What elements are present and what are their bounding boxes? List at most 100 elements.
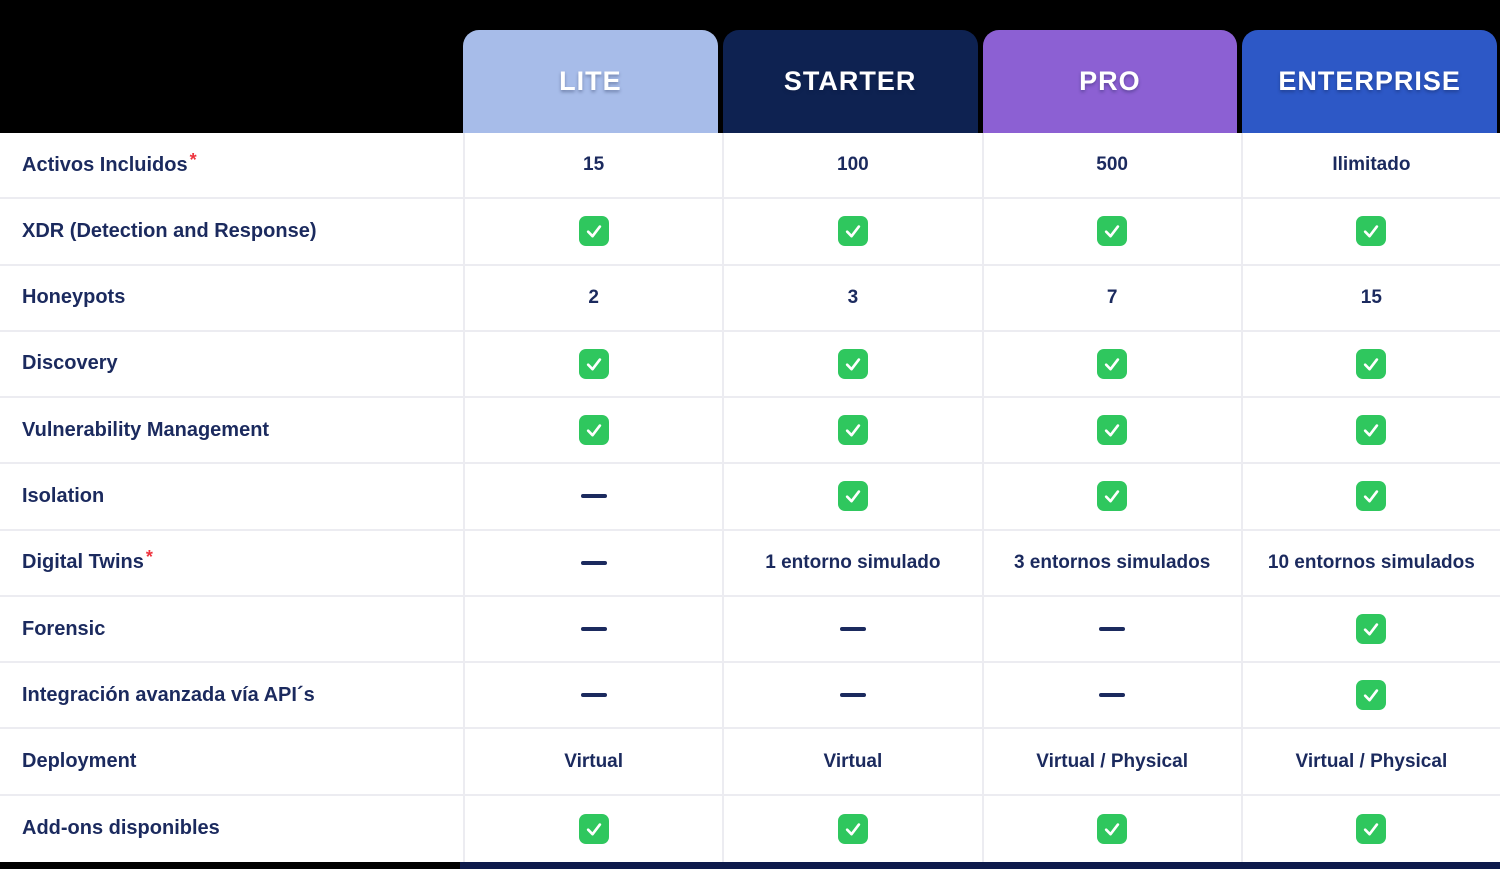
plan-value-cell: 500 bbox=[981, 133, 1241, 198]
check-icon bbox=[578, 348, 609, 379]
plan-value-cell bbox=[722, 331, 982, 397]
feature-label-cell: Activos Incluidos * bbox=[0, 133, 463, 198]
check-icon bbox=[1356, 415, 1387, 446]
check-icon bbox=[1356, 216, 1387, 247]
feature-label: Discovery bbox=[22, 352, 118, 375]
required-asterisk: * bbox=[189, 149, 197, 170]
plan-value-cell: 3 bbox=[722, 265, 982, 330]
check-icon bbox=[1356, 348, 1387, 379]
dash-icon bbox=[839, 627, 866, 632]
feature-table-body: Activos Incluidos * 15 100 500 Ilimitado XDR (… bbox=[0, 133, 1500, 862]
plan-value-cell bbox=[981, 398, 1241, 463]
check-icon bbox=[578, 216, 609, 247]
plan-value-text: Virtual bbox=[823, 750, 883, 772]
check-icon bbox=[1097, 348, 1128, 379]
plan-value-text: 500 bbox=[1096, 154, 1128, 176]
feature-label-cell: XDR (Detection and Response) bbox=[0, 199, 463, 264]
table-row: Digital Twins * 1 entorno simulado 3 entorn… bbox=[0, 530, 1500, 597]
table-row: Honeypots 2 3 7 15 bbox=[0, 265, 1500, 332]
table-row: Discovery bbox=[0, 331, 1500, 399]
feature-label-cell: Forensic bbox=[0, 596, 463, 662]
feature-label: Forensic bbox=[22, 617, 106, 640]
plan-value-cell: Virtual bbox=[722, 729, 982, 794]
feature-label: Isolation bbox=[22, 484, 105, 507]
plan-value-cell bbox=[981, 331, 1241, 397]
feature-label: Deployment bbox=[22, 750, 137, 773]
feature-label-cell: Deployment bbox=[0, 729, 463, 794]
plan-value-cell bbox=[722, 398, 982, 463]
table-row: Add-ons disponibles bbox=[0, 795, 1500, 862]
plan-value-cell bbox=[1240, 596, 1500, 662]
plan-value-cell bbox=[463, 331, 723, 397]
table-row: Vulnerability Management bbox=[0, 398, 1500, 465]
plan-value-cell bbox=[463, 199, 723, 264]
table-row: Isolation bbox=[0, 464, 1500, 531]
plan-header-enterprise: ENTERPRISE bbox=[1242, 30, 1497, 133]
plan-value-cell bbox=[463, 795, 723, 862]
check-icon bbox=[578, 813, 609, 844]
plan-value-cell: Virtual bbox=[463, 729, 723, 794]
plan-value-cell: 3 entornos simulados bbox=[981, 530, 1241, 595]
plan-header-label: ENTERPRISE bbox=[1278, 66, 1461, 96]
plan-value-cell: 100 bbox=[722, 133, 982, 198]
table-row: Forensic bbox=[0, 596, 1500, 664]
feature-label: XDR (Detection and Response) bbox=[22, 219, 317, 242]
plan-value-cell bbox=[722, 596, 982, 662]
plan-header-starter: STARTER bbox=[722, 30, 978, 133]
plan-header-lite: LITE bbox=[463, 30, 718, 133]
check-icon bbox=[837, 813, 868, 844]
check-icon bbox=[1356, 813, 1387, 844]
plan-value-text: Virtual bbox=[564, 750, 624, 772]
plan-value-cell bbox=[722, 464, 982, 529]
check-icon bbox=[578, 415, 609, 446]
plan-value-cell bbox=[463, 464, 723, 529]
table-row: Integración avanzada vía API´s bbox=[0, 663, 1500, 730]
plan-value-cell: 7 bbox=[981, 265, 1241, 330]
plan-value-text: Virtual / Physical bbox=[1295, 750, 1448, 772]
dash-icon bbox=[580, 560, 607, 565]
dash-icon bbox=[1099, 693, 1126, 698]
plan-value-text: 15 bbox=[583, 154, 605, 176]
check-icon bbox=[1356, 481, 1387, 512]
plan-header-row: LITE STARTER PRO ENTERPRISE bbox=[463, 30, 1497, 133]
plan-value-text: 3 entornos simulados bbox=[1013, 551, 1211, 573]
check-icon bbox=[837, 481, 868, 512]
plan-value-text: 1 entorno simulado bbox=[765, 551, 941, 573]
feature-label-cell: Discovery bbox=[0, 331, 463, 397]
plan-value-text: 100 bbox=[837, 154, 869, 176]
feature-label: Honeypots bbox=[22, 286, 126, 309]
dash-icon bbox=[580, 627, 607, 632]
plan-header-label: LITE bbox=[559, 66, 622, 96]
plan-header-label: STARTER bbox=[783, 66, 917, 96]
feature-label-cell: Honeypots bbox=[0, 265, 463, 330]
feature-label: Vulnerability Management bbox=[22, 418, 270, 441]
plan-value-text: 2 bbox=[588, 286, 599, 308]
plan-value-cell: 2 bbox=[463, 265, 723, 330]
feature-label: Digital Twins bbox=[22, 551, 144, 574]
plan-value-cell bbox=[722, 663, 982, 728]
plan-value-cell bbox=[463, 663, 723, 728]
plan-value-cell: Virtual / Physical bbox=[1240, 729, 1500, 794]
feature-label: Integración avanzada vía API´s bbox=[22, 683, 315, 706]
plan-value-cell: 1 entorno simulado bbox=[722, 530, 982, 595]
table-row: XDR (Detection and Response) bbox=[0, 199, 1500, 266]
plan-value-text: Virtual / Physical bbox=[1036, 750, 1188, 772]
plan-value-cell bbox=[722, 199, 982, 264]
plan-value-cell: Virtual / Physical bbox=[981, 729, 1241, 794]
plan-value-cell bbox=[1240, 199, 1500, 264]
plan-value-text: 3 bbox=[847, 286, 859, 308]
dash-icon bbox=[580, 494, 607, 499]
plan-value-cell bbox=[463, 398, 723, 463]
check-icon bbox=[1097, 813, 1128, 844]
feature-label-cell: Isolation bbox=[0, 464, 463, 529]
plan-value-cell bbox=[981, 663, 1241, 728]
plan-value-text: Ilimitado bbox=[1332, 154, 1411, 176]
dash-icon bbox=[839, 693, 866, 698]
dash-icon bbox=[580, 693, 607, 698]
dash-icon bbox=[1099, 627, 1126, 632]
check-icon bbox=[1356, 614, 1387, 645]
plan-value-cell bbox=[981, 199, 1241, 264]
check-icon bbox=[1356, 680, 1387, 711]
feature-label-cell: Add-ons disponibles bbox=[0, 795, 463, 862]
